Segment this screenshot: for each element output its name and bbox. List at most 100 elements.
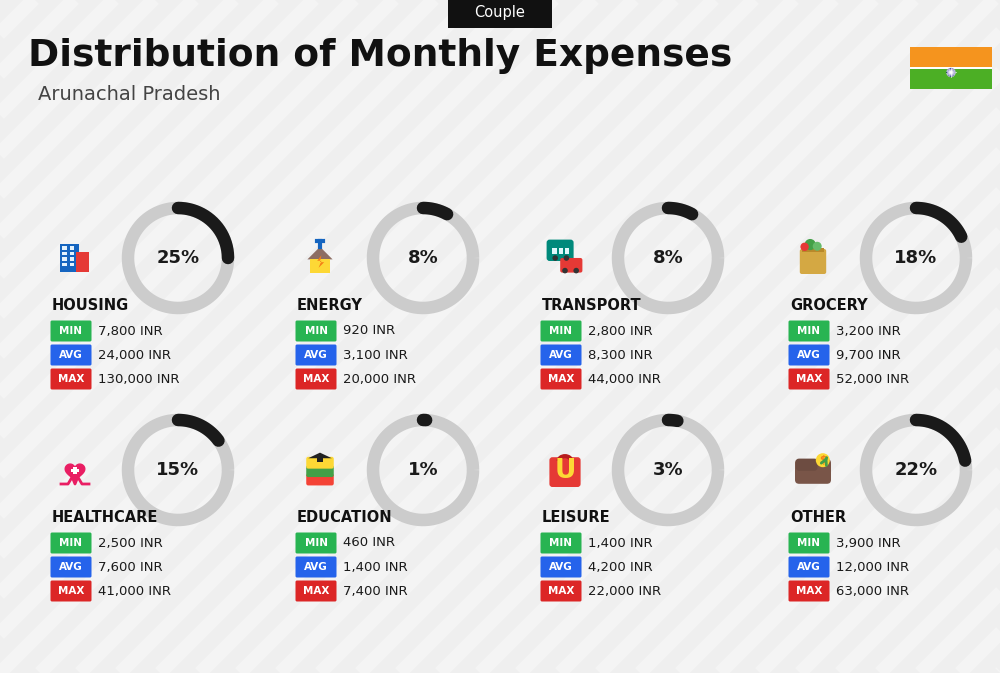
FancyBboxPatch shape [547, 240, 574, 261]
Text: 15%: 15% [156, 461, 200, 479]
FancyBboxPatch shape [50, 369, 92, 390]
Bar [70, 246, 74, 250]
FancyBboxPatch shape [50, 532, 92, 553]
FancyBboxPatch shape [788, 345, 830, 365]
Bar [62, 246, 67, 250]
Text: 22%: 22% [894, 461, 938, 479]
Bar [71, 470, 79, 472]
FancyBboxPatch shape [306, 474, 334, 485]
Text: AVG: AVG [59, 562, 83, 572]
Text: Arunachal Pradesh: Arunachal Pradesh [38, 85, 220, 104]
FancyBboxPatch shape [296, 369, 336, 390]
FancyBboxPatch shape [50, 320, 92, 341]
Bar [70, 258, 74, 261]
Bar [62, 258, 67, 261]
Circle shape [813, 242, 822, 251]
FancyBboxPatch shape [788, 581, 830, 602]
Text: MIN: MIN [304, 538, 328, 548]
Text: 52,000 INR: 52,000 INR [836, 372, 909, 386]
FancyBboxPatch shape [448, 0, 552, 28]
FancyBboxPatch shape [296, 345, 336, 365]
Text: AVG: AVG [304, 562, 328, 572]
Bar [910, 69, 992, 90]
Bar [70, 263, 74, 267]
Text: 8%: 8% [408, 249, 438, 267]
Text: 8,300 INR: 8,300 INR [588, 349, 653, 361]
FancyBboxPatch shape [296, 320, 336, 341]
FancyBboxPatch shape [540, 320, 582, 341]
Text: MIN: MIN [550, 326, 572, 336]
Polygon shape [308, 453, 332, 458]
Text: 25%: 25% [156, 249, 200, 267]
FancyBboxPatch shape [795, 459, 831, 484]
Text: 460 INR: 460 INR [343, 536, 395, 549]
Text: HOUSING: HOUSING [52, 297, 129, 312]
Circle shape [805, 239, 816, 250]
Text: AVG: AVG [59, 350, 83, 360]
Text: MAX: MAX [58, 586, 84, 596]
FancyBboxPatch shape [788, 369, 830, 390]
Bar [910, 47, 992, 67]
Bar [310, 259, 330, 273]
Text: AVG: AVG [549, 350, 573, 360]
FancyBboxPatch shape [50, 557, 92, 577]
Text: 4,200 INR: 4,200 INR [588, 561, 653, 573]
Text: MAX: MAX [58, 374, 84, 384]
FancyBboxPatch shape [296, 557, 336, 577]
FancyBboxPatch shape [796, 458, 817, 470]
FancyBboxPatch shape [540, 557, 582, 577]
FancyBboxPatch shape [560, 258, 582, 273]
Text: 22,000 INR: 22,000 INR [588, 584, 661, 598]
Text: 63,000 INR: 63,000 INR [836, 584, 909, 598]
Text: 7,600 INR: 7,600 INR [98, 561, 163, 573]
Text: 12,000 INR: 12,000 INR [836, 561, 909, 573]
Text: 920 INR: 920 INR [343, 324, 395, 337]
Text: AVG: AVG [549, 562, 573, 572]
Text: MIN: MIN [60, 326, 82, 336]
Bar [76, 252, 89, 272]
Text: MAX: MAX [303, 374, 329, 384]
Text: MAX: MAX [548, 374, 574, 384]
Text: 7,400 INR: 7,400 INR [343, 584, 408, 598]
FancyBboxPatch shape [540, 369, 582, 390]
Polygon shape [65, 464, 85, 482]
Text: ENERGY: ENERGY [297, 297, 363, 312]
FancyBboxPatch shape [540, 532, 582, 553]
Text: 7,800 INR: 7,800 INR [98, 324, 163, 337]
Text: AVG: AVG [797, 350, 821, 360]
Circle shape [573, 268, 579, 273]
Bar [60, 244, 79, 272]
FancyBboxPatch shape [540, 581, 582, 602]
FancyBboxPatch shape [788, 532, 830, 553]
Bar [62, 252, 67, 255]
Circle shape [562, 268, 568, 273]
Text: 3%: 3% [653, 461, 683, 479]
Text: 2,800 INR: 2,800 INR [588, 324, 653, 337]
Polygon shape [317, 255, 324, 268]
FancyBboxPatch shape [540, 345, 582, 365]
Text: 1,400 INR: 1,400 INR [343, 561, 408, 573]
Text: 1,400 INR: 1,400 INR [588, 536, 653, 549]
FancyBboxPatch shape [549, 457, 581, 487]
Text: 44,000 INR: 44,000 INR [588, 372, 661, 386]
Bar [70, 252, 74, 255]
Bar [802, 248, 824, 252]
Bar [73, 467, 77, 474]
Text: LEISURE: LEISURE [542, 509, 611, 524]
Text: $: $ [819, 455, 827, 465]
Bar [552, 248, 557, 254]
Circle shape [564, 255, 569, 261]
Text: HEALTHCARE: HEALTHCARE [52, 509, 158, 524]
FancyBboxPatch shape [50, 581, 92, 602]
Text: MIN: MIN [550, 538, 572, 548]
Text: TRANSPORT: TRANSPORT [542, 297, 642, 312]
Text: 20,000 INR: 20,000 INR [343, 372, 416, 386]
Text: 18%: 18% [894, 249, 938, 267]
Circle shape [800, 242, 809, 251]
Text: 3,100 INR: 3,100 INR [343, 349, 408, 361]
Text: 9,700 INR: 9,700 INR [836, 349, 901, 361]
Text: 1%: 1% [408, 461, 438, 479]
Bar [910, 67, 992, 78]
Text: AVG: AVG [304, 350, 328, 360]
Text: MAX: MAX [796, 374, 822, 384]
